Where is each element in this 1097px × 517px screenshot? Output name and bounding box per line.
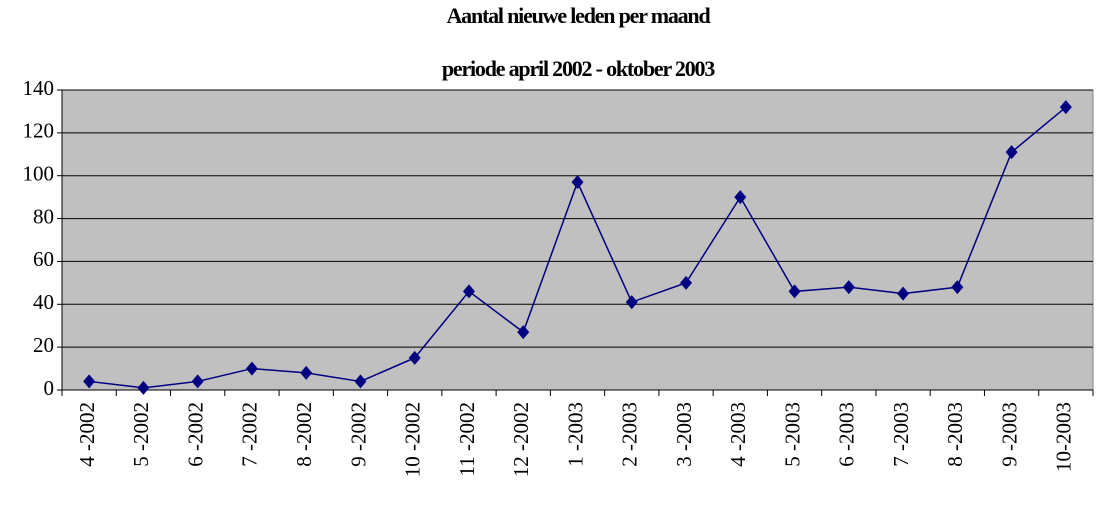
y-tick-label: 80 (33, 204, 54, 228)
x-tick-label: 9 -2002 (346, 402, 370, 467)
y-tick-label: 20 (33, 333, 54, 357)
marker (571, 175, 584, 190)
marker (734, 190, 747, 205)
x-tick-label: 5 -2003 (780, 402, 804, 467)
x-tick-label: 2 -2003 (618, 402, 642, 467)
marker (680, 275, 693, 290)
y-tick-label: 120 (23, 119, 55, 143)
x-tick-label: 1 -2003 (563, 402, 587, 467)
marker (897, 286, 910, 301)
x-tick-label: 7 -2002 (238, 402, 262, 467)
x-tick-label: 11 -2002 (455, 402, 479, 476)
x-tick-label: 12 -2002 (509, 402, 533, 477)
x-tick-label: 4 -2003 (726, 402, 750, 467)
plot-area (61, 89, 1094, 391)
x-tick-label: 10 -2002 (401, 402, 425, 477)
marker (245, 361, 258, 376)
chart-title: Aantal nieuwe leden per maand (446, 3, 710, 28)
marker (1059, 100, 1072, 115)
x-tick-label: 10-2003 (1052, 402, 1076, 472)
x-tick-label: 6 -2003 (835, 402, 859, 467)
marker (517, 325, 530, 340)
marker (625, 295, 638, 310)
chart-subtitle: periode april 2002 - oktober 2003 (442, 56, 715, 81)
x-tick-label: 4 -2002 (75, 402, 99, 467)
y-tick-label: 100 (23, 162, 55, 186)
marker (83, 374, 96, 389)
marker (300, 365, 313, 380)
marker (951, 280, 964, 295)
x-tick-label: 7 -2003 (889, 402, 913, 467)
x-tick-label: 8 -2003 (943, 402, 967, 467)
marker (842, 280, 855, 295)
x-tick-label: 8 -2002 (292, 402, 316, 467)
marker (191, 374, 204, 389)
y-tick-label: 140 (23, 76, 55, 100)
y-tick-label: 40 (33, 290, 54, 314)
x-tick-label: 3 -2003 (672, 402, 696, 467)
x-tick-label: 9 -2003 (997, 402, 1021, 467)
marker (354, 374, 367, 389)
marker (788, 284, 801, 299)
marker (462, 284, 475, 299)
x-tick-label: 5 -2002 (129, 402, 153, 467)
y-tick-label: 0 (44, 376, 55, 400)
marker (137, 380, 150, 395)
marker (408, 350, 421, 365)
x-tick-label: 6 -2002 (183, 402, 207, 467)
marker (1005, 145, 1018, 160)
y-tick-label: 60 (33, 247, 54, 271)
